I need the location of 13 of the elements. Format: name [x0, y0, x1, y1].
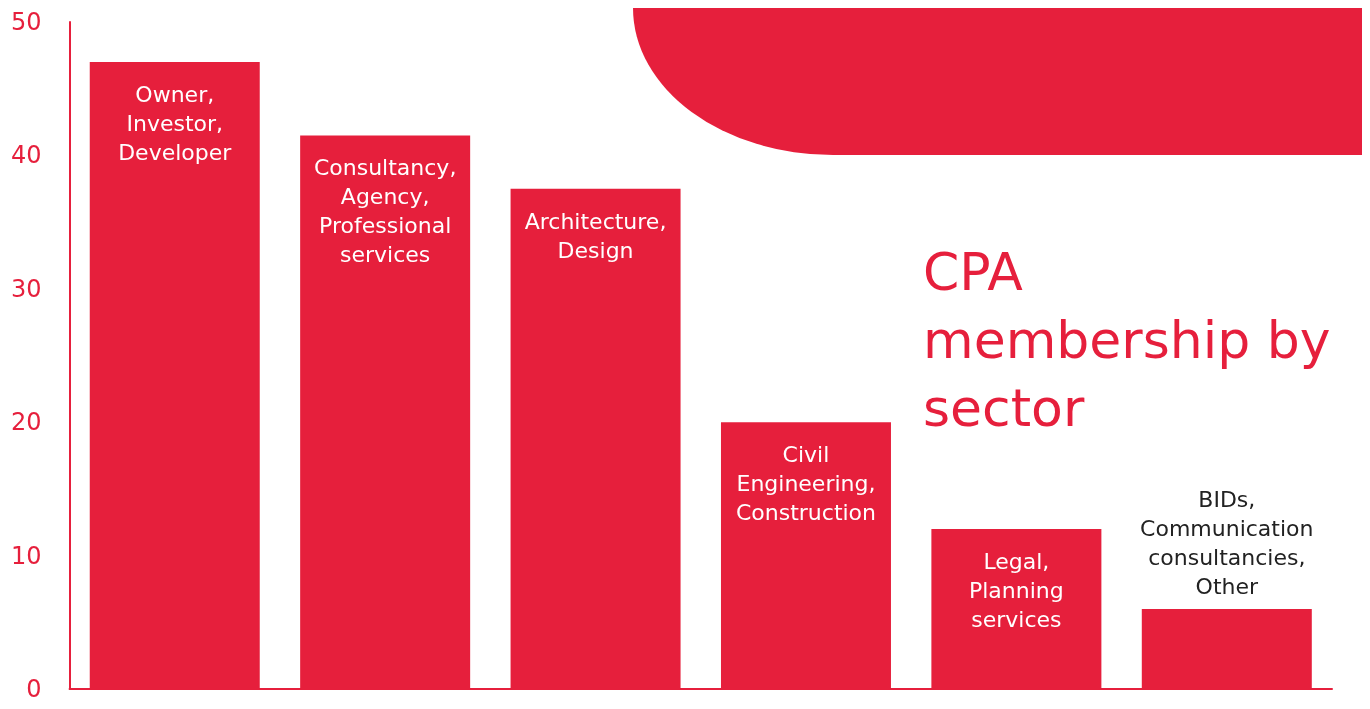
x-tick-label: Consultancy, Agency, Professional services — [313, 155, 457, 268]
y-tick-label: 50 — [10, 8, 42, 36]
y-tick-label: 40 — [10, 141, 42, 170]
x-tick-label: Legal, Planning services — [968, 548, 1064, 632]
y-tick-label: 10 — [10, 541, 42, 570]
y-tick-label: 0 — [26, 675, 42, 703]
y-tick-label: 20 — [10, 408, 42, 437]
y-tick-label: 30 — [10, 274, 42, 303]
text: CPA membership by sector — [923, 242, 1348, 438]
x-tick-label: Civil Engineering, Construction — [735, 442, 877, 526]
x-tick-label: Owner, Investor, Developer — [118, 82, 233, 166]
x-tick-label: BIDs, Communication consultancies, Other — [1140, 486, 1314, 599]
x-tick-label: Architecture, Design — [524, 208, 667, 263]
